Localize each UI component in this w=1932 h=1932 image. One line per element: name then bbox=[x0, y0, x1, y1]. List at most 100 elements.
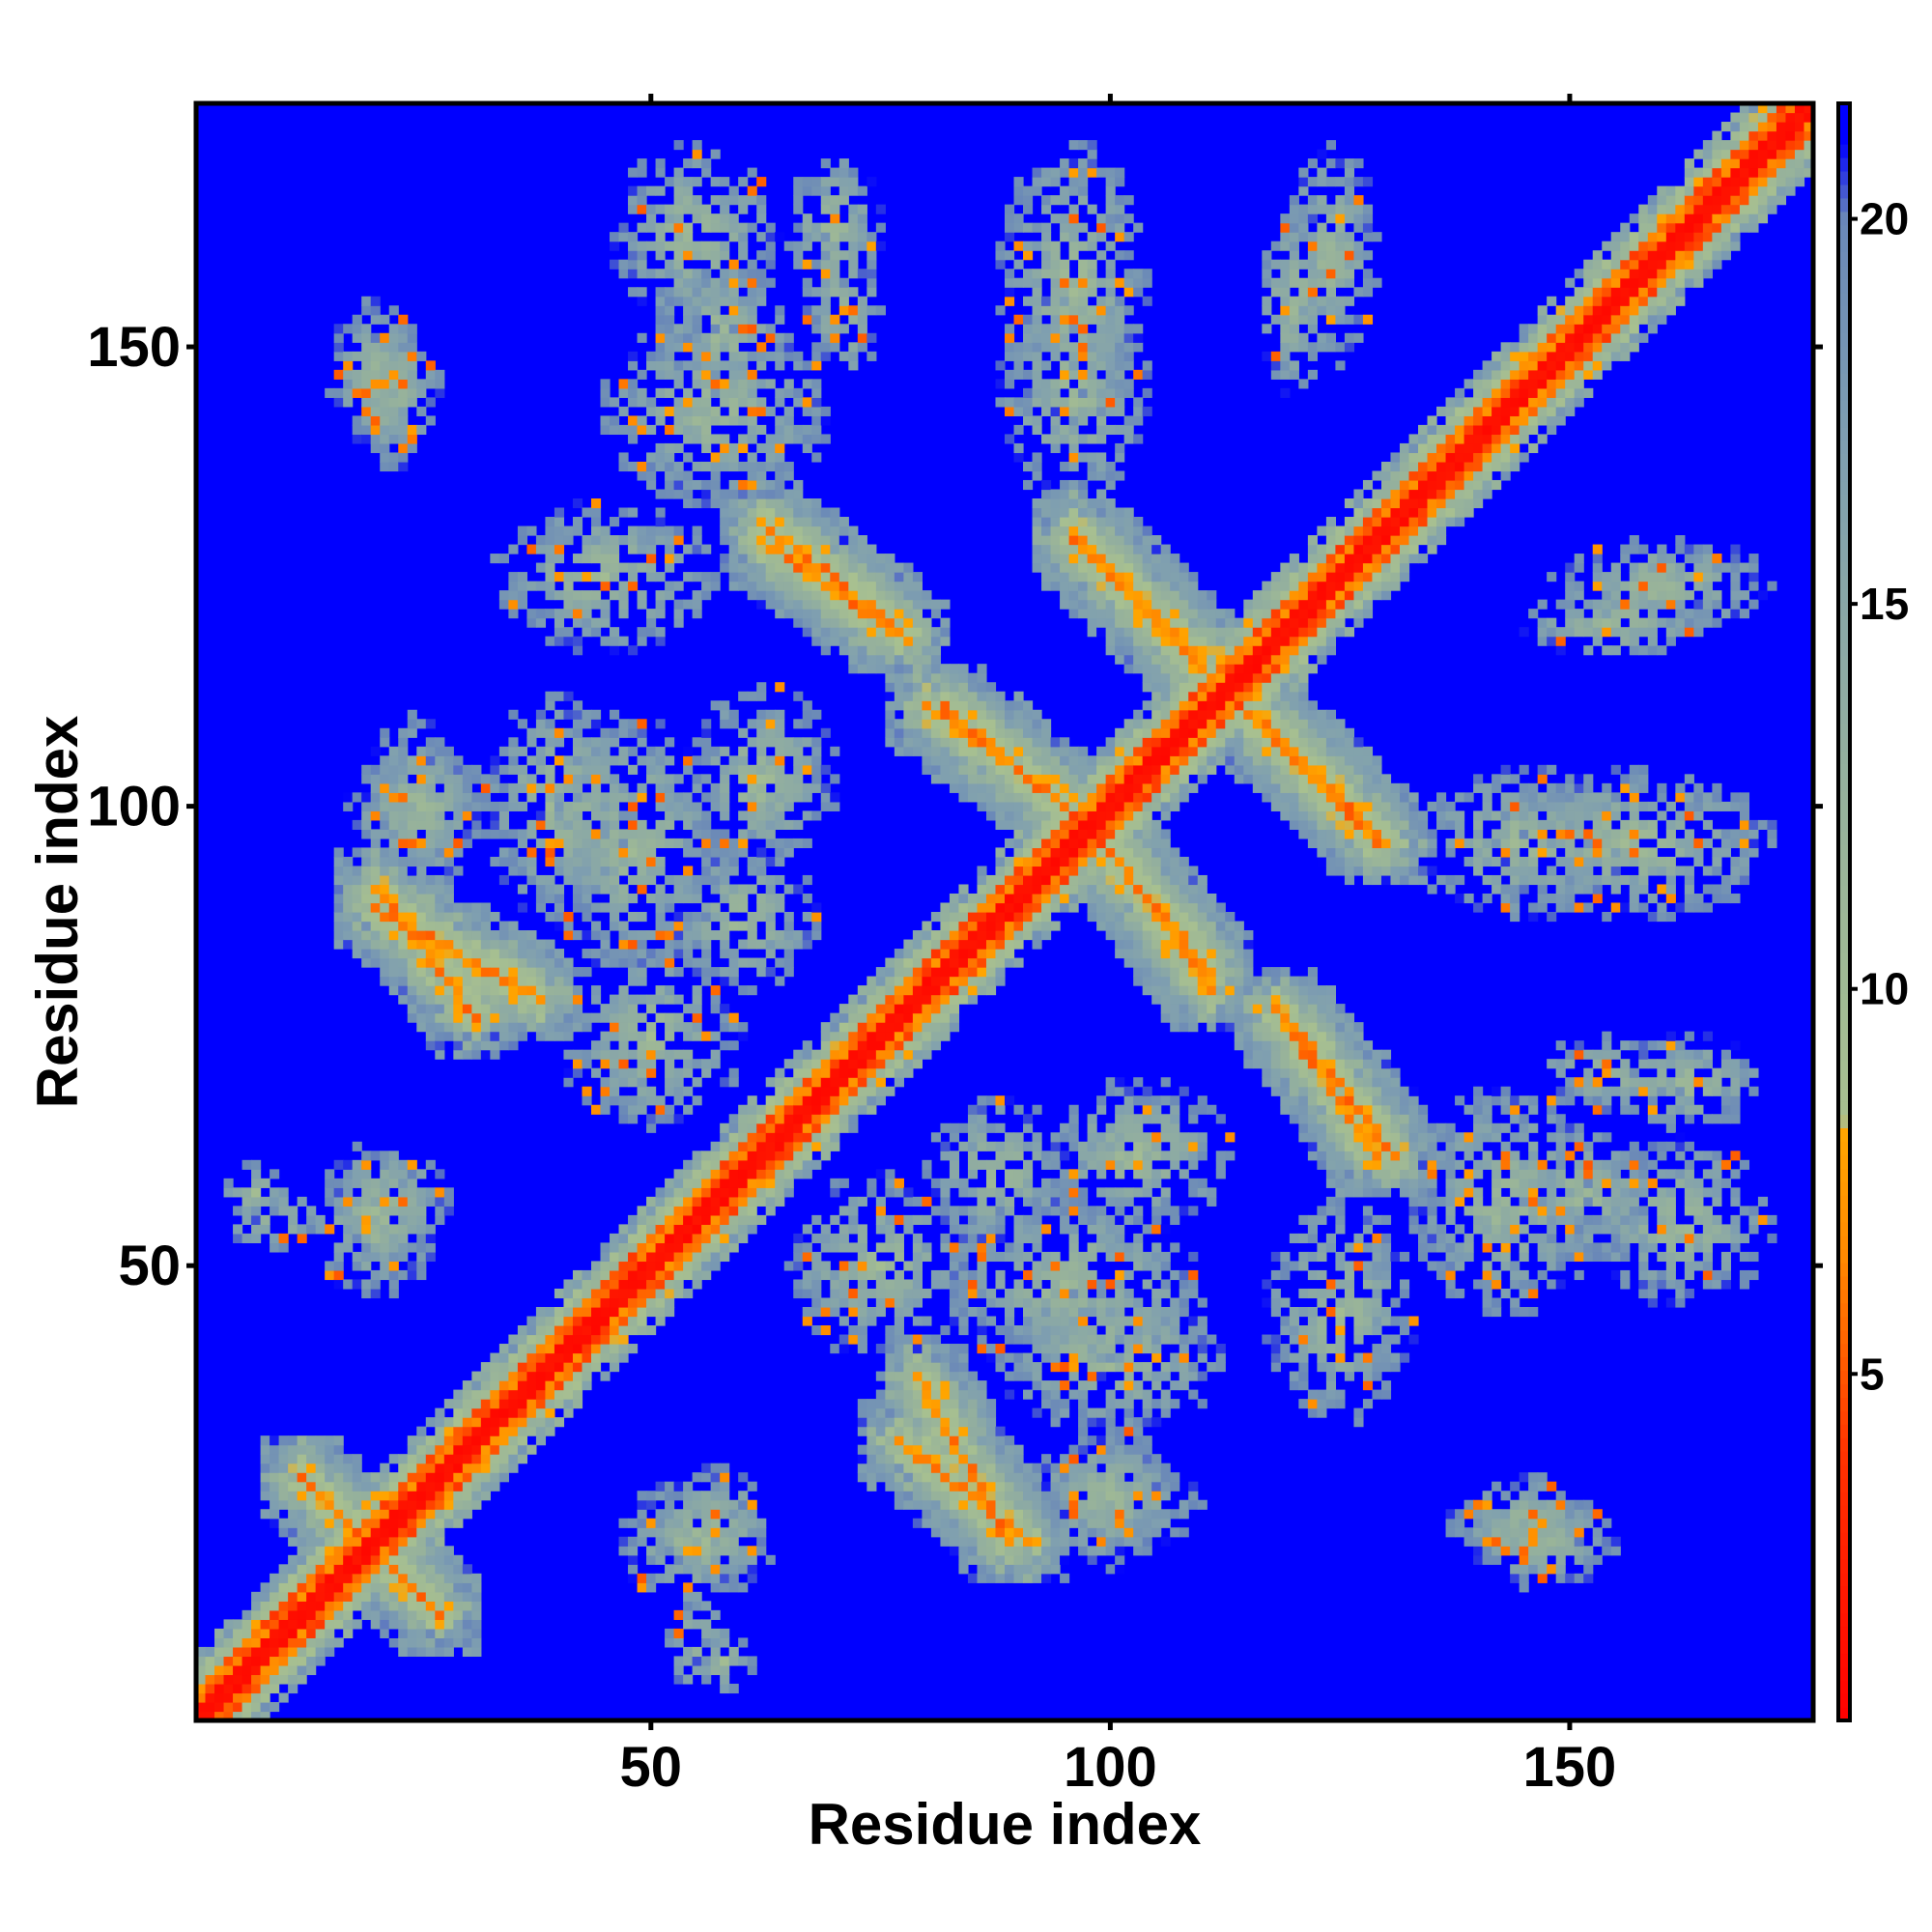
heatmap-cell bbox=[867, 617, 877, 628]
heatmap-cell bbox=[922, 1463, 932, 1473]
heatmap-cell bbox=[967, 1554, 979, 1565]
heatmap-cell bbox=[885, 617, 895, 628]
heatmap-cell bbox=[820, 1049, 831, 1060]
heatmap-cell bbox=[710, 801, 721, 811]
heatmap-cell bbox=[572, 599, 583, 610]
heatmap-cell bbox=[701, 792, 712, 803]
heatmap-cell bbox=[710, 177, 721, 187]
heatmap-cell bbox=[875, 1389, 886, 1400]
heatmap-cell bbox=[775, 452, 785, 463]
heatmap-cell bbox=[582, 847, 592, 858]
heatmap-cell bbox=[618, 792, 629, 803]
heatmap-cell bbox=[756, 957, 767, 968]
heatmap-cell bbox=[701, 351, 712, 361]
heatmap-cell bbox=[802, 755, 812, 766]
heatmap-cell bbox=[710, 415, 721, 426]
heatmap-cell bbox=[462, 1399, 472, 1409]
heatmap-cell bbox=[949, 746, 960, 756]
heatmap-cell bbox=[453, 819, 464, 830]
heatmap-cell bbox=[425, 1546, 436, 1556]
heatmap-cell bbox=[270, 1196, 280, 1207]
heatmap-cell bbox=[618, 1022, 629, 1033]
heatmap-cell bbox=[600, 1242, 611, 1253]
heatmap-cell bbox=[949, 1297, 960, 1308]
heatmap-cell bbox=[692, 1564, 702, 1575]
heatmap-cell bbox=[407, 893, 417, 904]
heatmap-cell bbox=[545, 1407, 555, 1418]
heatmap-cell bbox=[783, 1187, 794, 1198]
heatmap-cell bbox=[370, 782, 381, 793]
heatmap-cell bbox=[435, 764, 445, 775]
heatmap-cell bbox=[830, 507, 840, 518]
heatmap-cell bbox=[425, 774, 436, 784]
heatmap-cell bbox=[610, 1012, 620, 1023]
heatmap-cell bbox=[443, 1012, 454, 1023]
heatmap-cell bbox=[802, 517, 812, 527]
heatmap-cell bbox=[756, 1196, 767, 1207]
heatmap-cell bbox=[747, 1656, 757, 1666]
heatmap-cell bbox=[738, 1564, 749, 1575]
heatmap-cell bbox=[710, 277, 721, 288]
heatmap-cell bbox=[912, 1316, 923, 1326]
heatmap-cell bbox=[738, 434, 749, 444]
heatmap-cell bbox=[940, 949, 951, 959]
heatmap-cell bbox=[655, 461, 666, 472]
heatmap-cell bbox=[756, 1159, 767, 1170]
heatmap-cell bbox=[940, 672, 951, 683]
heatmap-cell bbox=[673, 140, 684, 151]
heatmap-cell bbox=[610, 874, 620, 886]
heatmap-cell bbox=[673, 177, 684, 187]
heatmap-cell bbox=[940, 1509, 951, 1520]
heatmap-cell bbox=[728, 1536, 739, 1547]
heatmap-cell bbox=[830, 526, 840, 536]
heatmap-cell bbox=[517, 1371, 528, 1381]
heatmap-cell bbox=[665, 489, 675, 499]
heatmap-cell bbox=[738, 1151, 749, 1161]
heatmap-cell bbox=[802, 1040, 812, 1051]
heatmap-cell bbox=[977, 1491, 987, 1501]
heatmap-cell bbox=[701, 1269, 712, 1281]
heatmap-cell bbox=[646, 856, 657, 867]
heatmap-cell bbox=[563, 764, 574, 775]
heatmap-cell bbox=[793, 397, 804, 408]
heatmap-cell bbox=[885, 1012, 895, 1023]
heatmap-cell bbox=[610, 921, 620, 931]
heatmap-cell bbox=[297, 1196, 307, 1207]
heatmap-cell bbox=[665, 874, 675, 886]
heatmap-cell bbox=[701, 1169, 712, 1179]
heatmap-cell bbox=[618, 994, 629, 1005]
heatmap-cell bbox=[416, 1573, 427, 1583]
heatmap-cell bbox=[683, 1288, 694, 1299]
heatmap-cell bbox=[922, 1426, 932, 1436]
heatmap-cell bbox=[443, 1491, 454, 1501]
heatmap-cell bbox=[665, 994, 675, 1005]
heatmap-cell bbox=[783, 609, 794, 619]
heatmap-cell bbox=[747, 562, 757, 573]
heatmap-cell bbox=[563, 590, 574, 601]
heatmap-cell bbox=[517, 1407, 528, 1418]
heatmap-cell bbox=[793, 204, 804, 214]
heatmap-cell bbox=[875, 1059, 886, 1069]
heatmap-cell bbox=[288, 1683, 298, 1694]
heatmap-cell bbox=[673, 332, 684, 343]
heatmap-cell bbox=[665, 1518, 675, 1528]
heatmap-cell bbox=[508, 792, 519, 803]
heatmap-cell bbox=[958, 1399, 969, 1409]
heatmap-cell bbox=[242, 1159, 252, 1170]
heatmap-cell bbox=[388, 1554, 399, 1565]
heatmap-cell bbox=[554, 1399, 565, 1409]
heatmap-cell bbox=[628, 1224, 639, 1235]
heatmap-cell bbox=[720, 1141, 730, 1151]
heatmap-cell bbox=[838, 1261, 849, 1271]
heatmap-cell bbox=[618, 1518, 629, 1528]
heatmap-cell bbox=[370, 764, 381, 775]
heatmap-cell bbox=[655, 526, 666, 536]
heatmap-cell bbox=[443, 912, 454, 923]
heatmap-cell bbox=[343, 1233, 354, 1244]
heatmap-cell bbox=[398, 957, 409, 968]
heatmap-cell bbox=[673, 1656, 684, 1666]
heatmap-cell bbox=[572, 1022, 583, 1033]
heatmap-cell bbox=[857, 1426, 867, 1436]
heatmap-cell bbox=[940, 1407, 951, 1418]
heatmap-cell bbox=[278, 1564, 289, 1575]
